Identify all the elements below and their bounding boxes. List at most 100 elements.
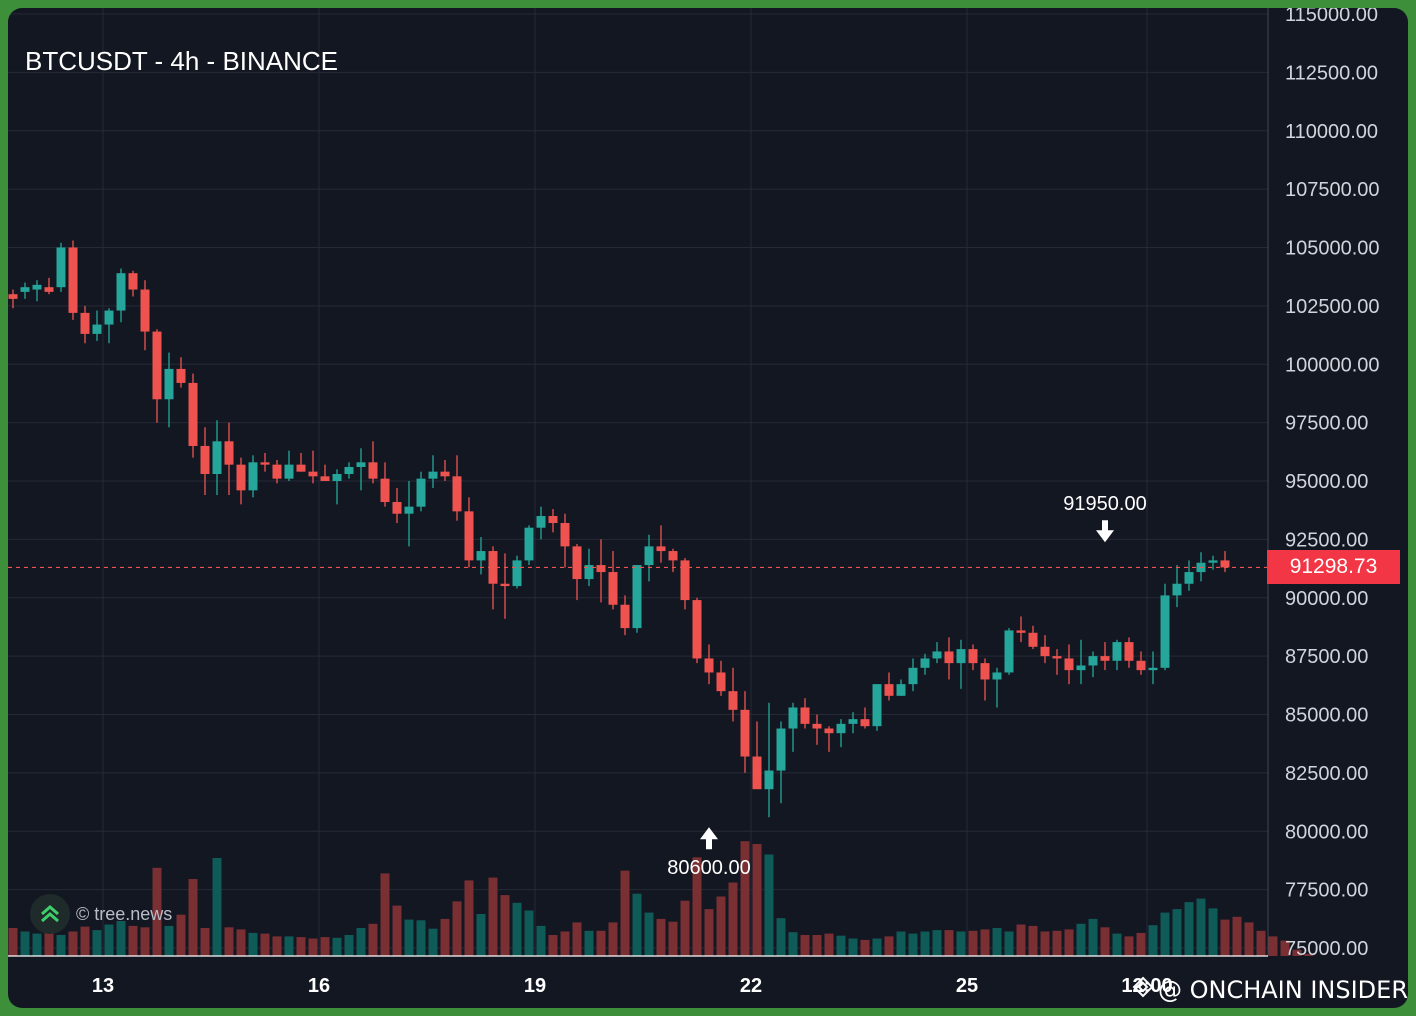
volume-bar — [968, 930, 978, 956]
y-tick-label: 107500.00 — [1285, 179, 1380, 201]
candle-body — [428, 471, 438, 479]
candle-body — [476, 551, 486, 561]
volume-bar — [944, 930, 954, 956]
volume-bar — [956, 931, 966, 956]
y-tick-label: 100000.00 — [1285, 354, 1380, 376]
volume-bar — [548, 935, 558, 956]
volume-bar — [740, 841, 750, 956]
volume-bar — [176, 914, 186, 956]
candle-body — [56, 247, 66, 288]
volume-bar — [512, 902, 522, 956]
volume-bar — [728, 882, 738, 956]
volume-bar — [764, 854, 774, 956]
candle-body — [668, 551, 678, 561]
candle-body — [776, 728, 786, 771]
candle-body — [380, 478, 390, 503]
candle-body — [1016, 630, 1026, 633]
watermark: © tree.news — [30, 894, 172, 934]
candle-body — [860, 719, 870, 727]
volume-bar — [668, 921, 678, 956]
candle-body — [20, 287, 30, 292]
candle-body — [272, 464, 282, 479]
candle-body — [536, 516, 546, 528]
candle-body — [512, 560, 522, 587]
up-arrow-icon — [700, 827, 718, 850]
candle-body — [704, 658, 714, 673]
volume-bar — [296, 937, 306, 956]
x-tick-label: 16 — [308, 975, 330, 997]
y-tick-label: 90000.00 — [1285, 588, 1368, 610]
x-tick-label: 22 — [740, 975, 762, 997]
volume-bar — [560, 931, 570, 956]
volume-bar — [620, 870, 630, 956]
candle-body — [188, 382, 198, 446]
volume-bar — [884, 936, 894, 956]
volume-bar — [860, 939, 870, 956]
candlestick-chart[interactable]: 91950.00 80600.00 115000.00 112500.00 11000… — [8, 8, 1408, 1008]
volume-bar — [500, 895, 510, 956]
volume-bar — [836, 935, 846, 956]
volume-bar — [1208, 908, 1218, 956]
candle-body — [152, 331, 162, 400]
volume-bar — [320, 937, 330, 956]
volume-bar — [152, 867, 162, 956]
candle-body — [980, 663, 990, 680]
candle-body — [716, 672, 726, 692]
candle-body — [356, 462, 366, 467]
volume-bar — [200, 928, 210, 956]
volume-bar — [1232, 916, 1242, 956]
volume-bar — [56, 935, 66, 956]
candle-body — [788, 707, 798, 729]
volume-bar — [128, 925, 138, 956]
candle-body — [32, 284, 42, 290]
candle-body — [1088, 656, 1098, 666]
volume-bar — [212, 858, 222, 956]
time-axis[interactable]: 13 16 19 22 25 12:00 — [92, 975, 1173, 997]
candle-body — [560, 523, 570, 547]
price-axis[interactable]: 115000.00 112500.00 110000.00 107500.00 1050… — [1285, 8, 1380, 960]
volume-bar — [404, 919, 414, 956]
volume-bar — [788, 932, 798, 956]
volume-bar — [812, 935, 822, 956]
candle-body — [908, 667, 918, 685]
volume-bar — [572, 922, 582, 956]
candle-body — [260, 462, 270, 465]
candle-body — [452, 476, 462, 512]
candle-body — [548, 516, 558, 524]
volume-bar — [872, 938, 882, 956]
candle-body — [848, 719, 858, 724]
volume-bar — [368, 923, 378, 956]
candle-body — [932, 651, 942, 659]
volume-bar — [272, 936, 282, 956]
volume-bar — [308, 938, 318, 956]
x-tick-label: 19 — [524, 975, 546, 997]
volume-bar — [1256, 930, 1266, 956]
volume-bar — [1244, 922, 1254, 956]
volume-bar — [656, 918, 666, 956]
candle-body — [332, 473, 342, 481]
volume-bar — [1268, 936, 1278, 956]
volume-bar — [752, 844, 762, 956]
y-tick-label: 110000.00 — [1285, 121, 1378, 143]
candle-body — [416, 478, 426, 507]
candle-body — [836, 723, 846, 734]
volume-bar — [1112, 933, 1122, 956]
candle-body — [1040, 646, 1050, 657]
volume-bar — [476, 914, 486, 956]
candle-body — [680, 560, 690, 601]
candle-body — [116, 273, 126, 311]
y-tick-label: 92500.00 — [1285, 529, 1368, 551]
volume-bar — [44, 928, 54, 956]
volume-bar — [428, 928, 438, 956]
candle-body — [956, 649, 966, 664]
y-tick-label: 112500.00 — [1285, 62, 1378, 84]
volume-bar — [236, 929, 246, 956]
volume-bar — [1136, 932, 1146, 956]
volume-bar — [1052, 930, 1062, 956]
volume-bar — [80, 926, 90, 956]
candle-body — [1076, 665, 1086, 671]
candle-body — [896, 684, 906, 696]
volume-bar — [1280, 940, 1290, 956]
low-annotation-label: 80600.00 — [667, 857, 750, 879]
volume-bar — [1292, 949, 1302, 956]
